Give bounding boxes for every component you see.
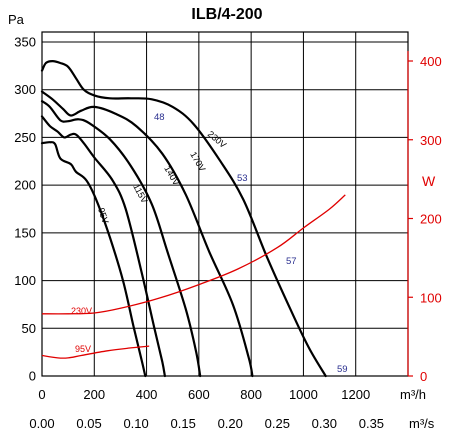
- y-right-tick-label: 400: [420, 54, 442, 69]
- power-label-95v: 95V: [75, 344, 91, 354]
- x-primary-tick-label: 1200: [341, 387, 370, 402]
- y-left-tick-label: 150: [14, 225, 36, 240]
- x-primary-tick-label: 800: [240, 387, 262, 402]
- curve-label-230v: 230V: [206, 129, 229, 150]
- x-secondary-tick-label: 0.15: [171, 416, 196, 431]
- y-left-tick-label: 200: [14, 178, 36, 193]
- grid: [41, 31, 413, 377]
- x-primary-tick-label: 400: [136, 387, 158, 402]
- x-secondary-tick-label: 0.10: [123, 416, 148, 431]
- y-left-axis-label: Pa: [8, 12, 25, 27]
- x-secondary-tick-label: 0.20: [218, 416, 243, 431]
- power-label-230v: 230V: [71, 306, 92, 316]
- x-secondary-tick-label: 0.25: [265, 416, 290, 431]
- curve-label-170v: 170V: [188, 150, 207, 173]
- pressure-curve-140v: [40, 100, 202, 378]
- y-right-tick-label: 100: [420, 290, 442, 305]
- pressure-curve-115v: [40, 115, 166, 378]
- curve-label-140v: 140V: [162, 164, 181, 187]
- pressure-curves: [40, 60, 327, 378]
- y-left-tick-label: 350: [14, 35, 36, 50]
- curve-label-95v: 95V: [96, 207, 110, 225]
- power-curve-230v: [41, 194, 346, 315]
- tick-labels: 0 50 100 150 200 250 300 350 0 100 200 300 400 0 200 40…: [14, 35, 441, 432]
- x-secondary-axis-label: m³/s: [409, 416, 435, 431]
- efficiency-label-57: 57: [286, 256, 297, 267]
- x-primary-axis-label: m³/h: [400, 387, 426, 402]
- power-curve-95v: [41, 345, 150, 359]
- x-primary-tick-label: 200: [83, 387, 105, 402]
- x-primary-tick-label: 1000: [289, 387, 318, 402]
- efficiency-label-48: 48: [154, 112, 165, 123]
- x-secondary-tick-label: 0.30: [312, 416, 337, 431]
- x-primary-tick-label: 600: [188, 387, 210, 402]
- y-left-tick-label: 250: [14, 130, 36, 145]
- y-right-axis-label: W: [422, 173, 436, 189]
- y-right-tick-label: 300: [420, 133, 442, 148]
- y-left-tick-label: 50: [22, 321, 36, 336]
- pressure-curve-170v: [40, 90, 254, 378]
- y-left-tick-label: 300: [14, 82, 36, 97]
- x-secondary-tick-label: 0.00: [29, 416, 54, 431]
- power-curves: [41, 194, 346, 359]
- x-primary-tick-label: 0: [38, 387, 45, 402]
- pressure-curve-95v: [40, 141, 147, 378]
- y-left-tick-label: 100: [14, 273, 36, 288]
- x-secondary-tick-label: 0.05: [76, 416, 101, 431]
- y-left-tick-label: 0: [29, 369, 36, 384]
- pressure-curve-230v: [40, 60, 327, 378]
- y-right-tick-label: 0: [420, 369, 427, 384]
- efficiency-label-53: 53: [237, 173, 248, 184]
- chart-title: ILB/4-200: [191, 6, 262, 23]
- y-right-tick-label: 200: [420, 212, 442, 227]
- x-secondary-tick-label: 0.35: [359, 416, 384, 431]
- efficiency-label-59: 59: [337, 364, 348, 375]
